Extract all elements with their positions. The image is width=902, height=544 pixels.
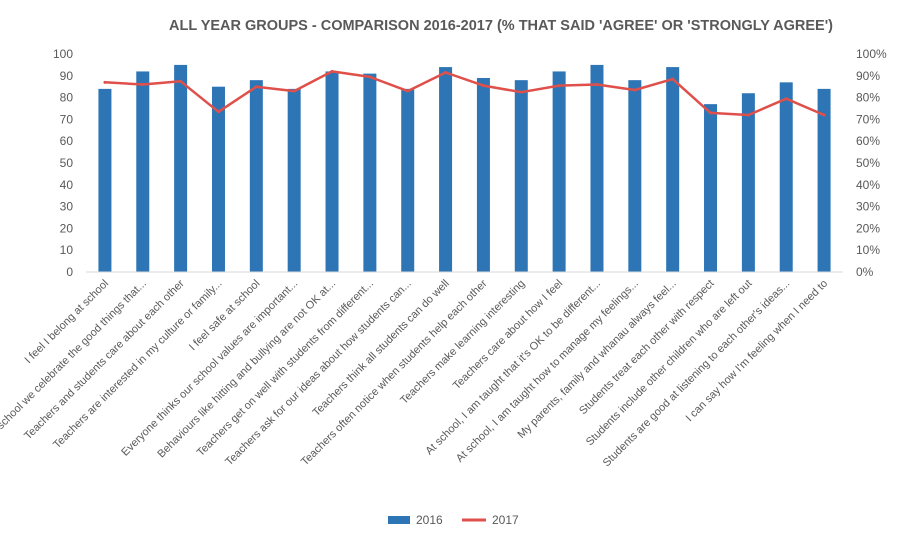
- bar-2016-19: [779, 82, 793, 272]
- left-axis: 0 10 20 30 40 50 60 70 80 90 100: [53, 47, 73, 279]
- right-axis-tick-label: 0%: [856, 265, 874, 279]
- line-2017: [103, 70, 826, 117]
- point-2017-8: [368, 75, 372, 79]
- point-2017-10: [444, 71, 448, 75]
- left-axis-tick-label: 50: [60, 156, 74, 170]
- right-axis-tick-label: 30%: [856, 200, 880, 214]
- plot-area-bars: [98, 64, 831, 273]
- point-2017-14: [595, 83, 599, 87]
- bar-2016-17: [704, 104, 718, 272]
- bar-2016-9: [401, 88, 415, 272]
- point-2017-2: [141, 83, 145, 87]
- point-2017-18: [746, 113, 750, 117]
- point-2017-7: [330, 69, 334, 73]
- bar-2016-10: [439, 67, 453, 272]
- bar-2016-7: [325, 71, 339, 272]
- bar-2016-11: [476, 77, 490, 272]
- left-axis-tick-label: 80: [60, 91, 74, 105]
- point-2017-19: [784, 97, 788, 101]
- left-axis-tick-label: 30: [60, 200, 74, 214]
- point-2017-6: [292, 89, 296, 93]
- legend-label-2017: 2017: [492, 513, 519, 527]
- point-2017-15: [633, 88, 637, 92]
- bar-2016-4: [211, 86, 225, 272]
- point-2017-9: [406, 89, 410, 93]
- point-2017-17: [709, 111, 713, 115]
- bar-2016-12: [514, 80, 528, 272]
- bar-2016-20: [817, 88, 831, 272]
- chart-title: ALL YEAR GROUPS - COMPARISON 2016-2017 (…: [169, 18, 833, 34]
- bar-2016-14: [590, 64, 604, 273]
- bar-2016-8: [363, 73, 377, 273]
- right-axis-tick-label: 40%: [856, 178, 880, 192]
- legend: 2016 2017: [388, 513, 519, 527]
- point-2017-3: [179, 79, 183, 83]
- right-axis-tick-label: 90%: [856, 69, 880, 83]
- left-axis-tick-label: 70: [60, 112, 74, 126]
- bar-2016-3: [174, 64, 188, 273]
- legend-label-2016: 2016: [416, 513, 443, 527]
- right-axis-tick-label: 10%: [856, 243, 880, 257]
- right-axis-tick-label: 50%: [856, 156, 880, 170]
- bar-2016-2: [136, 71, 150, 272]
- point-2017-13: [557, 84, 561, 88]
- legend-swatch-2016: [388, 516, 410, 524]
- point-2017-1: [103, 80, 107, 84]
- point-2017-20: [822, 113, 826, 117]
- point-2017-12: [519, 90, 523, 94]
- bar-2016-13: [552, 71, 566, 272]
- right-axis-tick-label: 80%: [856, 91, 880, 105]
- bar-2016-5: [249, 80, 263, 272]
- bar-2016-1: [98, 88, 112, 272]
- bar-2016-18: [741, 93, 755, 273]
- left-axis-tick-label: 20: [60, 221, 74, 235]
- bar-2016-15: [628, 80, 642, 272]
- point-2017-11: [481, 84, 485, 88]
- bar-2016-6: [287, 88, 301, 272]
- right-axis-tick-label: 100%: [856, 47, 887, 61]
- point-2017-4: [216, 110, 220, 114]
- right-axis-tick-label: 60%: [856, 134, 880, 148]
- point-2017-5: [254, 85, 258, 89]
- right-axis-tick-label: 70%: [856, 112, 880, 126]
- right-axis: 0% 10% 20% 30% 40% 50% 60% 70% 80% 90% 100%: [856, 47, 887, 279]
- plot-area-line: [103, 69, 826, 117]
- point-2017-16: [671, 77, 675, 81]
- left-axis-tick-label: 40: [60, 178, 74, 192]
- left-axis-tick-label: 0: [66, 265, 73, 279]
- left-axis-tick-label: 10: [60, 243, 74, 257]
- left-axis-tick-label: 100: [53, 47, 73, 61]
- bar-2016-16: [666, 67, 680, 272]
- right-axis-tick-label: 20%: [856, 221, 880, 235]
- left-axis-tick-label: 60: [60, 134, 74, 148]
- left-axis-tick-label: 90: [60, 69, 74, 83]
